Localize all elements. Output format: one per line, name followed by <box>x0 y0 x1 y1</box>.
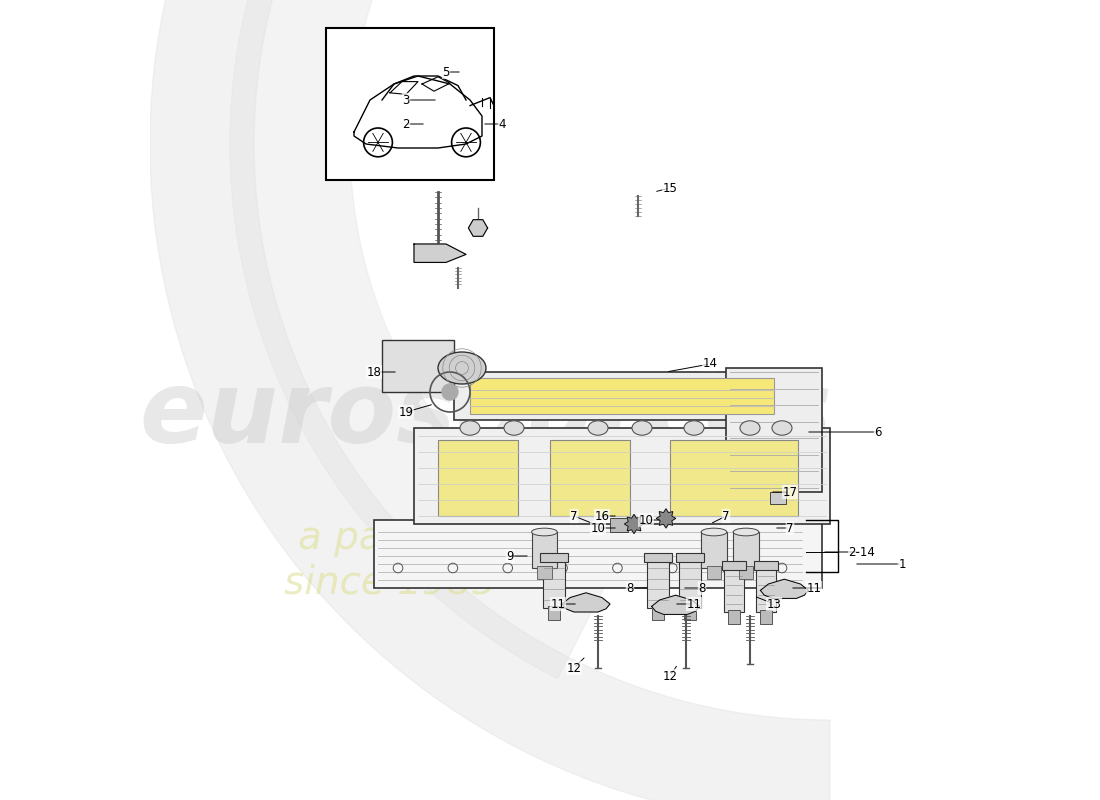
Polygon shape <box>230 0 755 678</box>
Text: eurosources: eurosources <box>140 367 833 465</box>
FancyBboxPatch shape <box>651 606 664 620</box>
Polygon shape <box>562 593 611 612</box>
Polygon shape <box>760 579 808 598</box>
FancyBboxPatch shape <box>550 440 630 516</box>
Text: 6: 6 <box>874 426 882 438</box>
Polygon shape <box>469 220 487 236</box>
FancyBboxPatch shape <box>760 610 772 624</box>
Ellipse shape <box>438 352 486 384</box>
FancyBboxPatch shape <box>531 532 558 568</box>
Text: 11: 11 <box>686 598 702 610</box>
FancyBboxPatch shape <box>701 532 727 568</box>
FancyBboxPatch shape <box>438 440 518 516</box>
Text: 10: 10 <box>639 514 653 526</box>
Text: 16: 16 <box>594 510 609 522</box>
Polygon shape <box>657 509 675 528</box>
Text: 11: 11 <box>550 598 565 610</box>
Ellipse shape <box>460 421 480 435</box>
Text: 7: 7 <box>786 522 794 534</box>
Text: 17: 17 <box>782 486 797 498</box>
FancyBboxPatch shape <box>739 566 754 579</box>
Ellipse shape <box>772 421 792 435</box>
FancyBboxPatch shape <box>683 606 696 620</box>
Text: 14: 14 <box>703 358 717 370</box>
FancyBboxPatch shape <box>726 368 822 492</box>
Text: 7: 7 <box>570 510 578 522</box>
FancyBboxPatch shape <box>754 561 779 570</box>
Ellipse shape <box>740 421 760 435</box>
Polygon shape <box>625 514 644 534</box>
Text: 2: 2 <box>403 118 409 130</box>
Ellipse shape <box>684 421 704 435</box>
Text: a passion
since 1985: a passion since 1985 <box>284 519 496 601</box>
Text: 18: 18 <box>366 366 382 378</box>
FancyBboxPatch shape <box>676 553 704 562</box>
Text: 11: 11 <box>806 582 822 594</box>
Ellipse shape <box>734 528 759 536</box>
FancyBboxPatch shape <box>670 440 798 516</box>
Circle shape <box>442 384 458 400</box>
FancyBboxPatch shape <box>414 428 830 524</box>
FancyBboxPatch shape <box>548 606 560 620</box>
FancyBboxPatch shape <box>707 566 722 579</box>
FancyBboxPatch shape <box>537 566 551 579</box>
Text: 5: 5 <box>442 66 450 78</box>
FancyBboxPatch shape <box>540 553 568 562</box>
FancyBboxPatch shape <box>722 561 747 570</box>
FancyBboxPatch shape <box>610 518 628 532</box>
Text: 12: 12 <box>662 670 678 682</box>
Text: 13: 13 <box>767 598 781 610</box>
Text: 9: 9 <box>506 550 514 562</box>
FancyBboxPatch shape <box>770 492 786 504</box>
Text: 12: 12 <box>566 662 582 674</box>
Text: 1: 1 <box>899 558 905 570</box>
FancyBboxPatch shape <box>645 553 672 562</box>
Text: 19: 19 <box>398 406 414 418</box>
Text: 8: 8 <box>698 582 706 594</box>
FancyBboxPatch shape <box>454 372 798 420</box>
Polygon shape <box>414 244 466 262</box>
FancyBboxPatch shape <box>374 520 822 588</box>
FancyBboxPatch shape <box>734 532 759 568</box>
Text: 3: 3 <box>403 94 409 106</box>
Polygon shape <box>150 0 830 800</box>
Text: 15: 15 <box>662 182 678 194</box>
Bar <box>326 28 494 180</box>
Ellipse shape <box>632 421 652 435</box>
Ellipse shape <box>504 421 524 435</box>
Ellipse shape <box>588 421 608 435</box>
Text: 7: 7 <box>723 510 729 522</box>
FancyBboxPatch shape <box>470 378 774 414</box>
Text: 4: 4 <box>498 118 506 130</box>
FancyBboxPatch shape <box>679 556 701 608</box>
FancyBboxPatch shape <box>542 556 565 608</box>
FancyBboxPatch shape <box>756 564 775 612</box>
Ellipse shape <box>531 528 558 536</box>
Text: 8: 8 <box>626 582 634 594</box>
Ellipse shape <box>701 528 727 536</box>
Text: 10: 10 <box>591 522 605 534</box>
FancyBboxPatch shape <box>724 564 744 612</box>
FancyBboxPatch shape <box>727 610 740 624</box>
Text: 2-14: 2-14 <box>848 546 876 558</box>
FancyBboxPatch shape <box>647 556 669 608</box>
FancyBboxPatch shape <box>382 340 454 392</box>
Polygon shape <box>651 595 700 614</box>
